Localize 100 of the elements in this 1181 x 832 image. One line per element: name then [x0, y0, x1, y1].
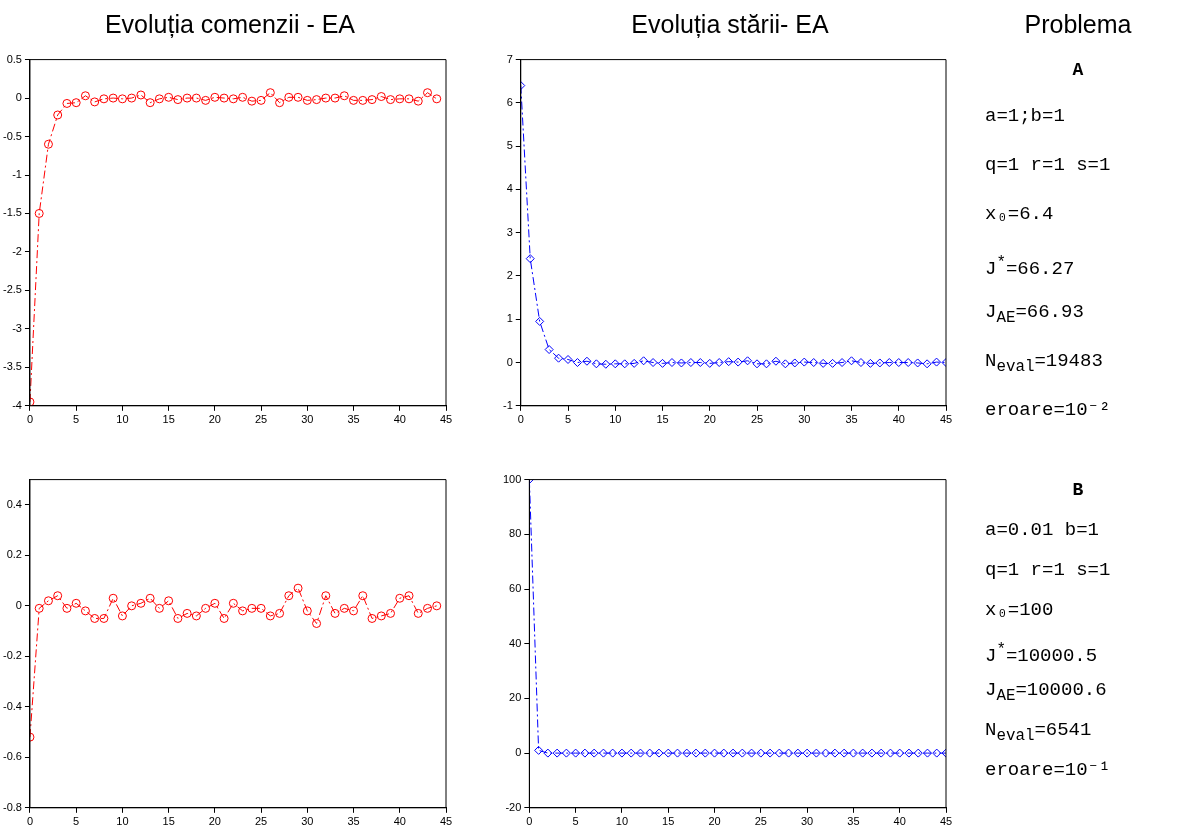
- y-tick-label: 4: [506, 182, 513, 195]
- point: [667, 358, 677, 368]
- point: [629, 358, 639, 368]
- y-tick-label: 60: [509, 582, 522, 595]
- y-tick-label: 20: [509, 691, 522, 704]
- point: [580, 748, 590, 758]
- y-tick-label: 0.4: [6, 497, 22, 510]
- point: [413, 96, 423, 106]
- x-tick-label: 10: [116, 413, 129, 426]
- point: [117, 94, 127, 104]
- point: [639, 356, 649, 366]
- point: [848, 748, 858, 758]
- text: q=1 r=1 s=1: [984, 558, 1112, 583]
- point: [894, 358, 904, 368]
- point: [145, 593, 155, 603]
- y-tick-label: 5: [506, 139, 513, 152]
- point: [645, 748, 655, 758]
- point: [312, 619, 322, 628]
- y-tick-label: 100: [502, 472, 522, 485]
- point: [154, 94, 164, 104]
- y-tick-label: -0.4: [2, 699, 22, 712]
- point: [395, 593, 405, 603]
- text: q=1 r=1 s=1: [984, 153, 1112, 178]
- point: [561, 748, 571, 758]
- point: [423, 603, 433, 613]
- x-tick-label: 0: [526, 815, 533, 828]
- point: [376, 611, 386, 621]
- point: [145, 98, 155, 108]
- point: [856, 358, 866, 368]
- text: a=0.01 b=1: [984, 518, 1101, 543]
- point: [563, 355, 573, 364]
- point: [858, 748, 868, 758]
- text: eroare=10⁻¹: [984, 758, 1112, 783]
- point: [404, 94, 414, 104]
- text: x₀=100: [984, 598, 1055, 623]
- text: eroare=10⁻²: [984, 398, 1112, 423]
- point: [818, 358, 828, 368]
- point: [210, 92, 220, 102]
- point: [173, 95, 183, 105]
- x-tick-label: 35: [845, 413, 858, 426]
- point: [330, 608, 340, 618]
- point: [793, 748, 803, 758]
- x-tick-label: 25: [754, 815, 767, 828]
- point: [265, 611, 275, 621]
- point: [598, 748, 608, 758]
- x-tick-label: 5: [572, 815, 579, 828]
- y-tick-label: 80: [509, 527, 522, 540]
- y-tick-label: 0: [15, 598, 22, 611]
- point: [839, 748, 849, 758]
- point: [80, 91, 90, 101]
- point: [705, 358, 715, 368]
- point: [127, 93, 137, 103]
- x-tick-label: 35: [347, 815, 360, 828]
- point: [543, 748, 553, 758]
- point: [617, 748, 627, 758]
- point: [349, 95, 359, 105]
- point: [367, 95, 377, 105]
- y-tick-label: -1.5: [2, 206, 22, 219]
- point: [321, 591, 331, 601]
- point: [682, 748, 692, 758]
- y-tick-label: -0.5: [2, 129, 22, 142]
- x-tick-label: 35: [847, 815, 860, 828]
- point: [784, 748, 794, 758]
- point: [210, 598, 220, 608]
- point: [686, 358, 696, 368]
- text: A: [1071, 59, 1085, 82]
- point: [302, 95, 312, 105]
- x-tick-label: 15: [162, 413, 175, 426]
- y-tick-label: 3: [506, 225, 513, 238]
- point: [913, 748, 923, 758]
- text: J$_{AE}$=66.93: [984, 300, 1085, 329]
- point: [53, 591, 63, 601]
- point: [620, 359, 630, 369]
- point: [339, 91, 349, 101]
- point: [799, 357, 809, 367]
- point: [219, 93, 229, 103]
- point: [710, 748, 720, 758]
- point: [284, 591, 294, 601]
- y-tick-label: -4: [12, 398, 22, 411]
- y-tick-label: -3.5: [2, 360, 22, 373]
- point: [811, 748, 821, 758]
- point: [99, 94, 109, 104]
- point: [648, 358, 658, 368]
- x-tick-label: 35: [347, 413, 360, 426]
- x-tick-label: 40: [893, 815, 906, 828]
- point: [173, 613, 183, 623]
- point: [99, 613, 109, 623]
- point: [676, 358, 686, 368]
- point: [275, 608, 285, 618]
- x-tick-label: 45: [439, 413, 453, 426]
- y-tick-label: -3: [12, 321, 22, 334]
- point: [544, 345, 554, 355]
- point: [339, 603, 349, 613]
- point: [571, 748, 581, 758]
- y-tick-label: 0.2: [6, 548, 22, 561]
- point: [695, 358, 705, 368]
- x-tick-label: 10: [609, 413, 622, 426]
- point: [626, 748, 636, 758]
- point: [80, 606, 90, 616]
- x-tick-label: 30: [301, 815, 314, 828]
